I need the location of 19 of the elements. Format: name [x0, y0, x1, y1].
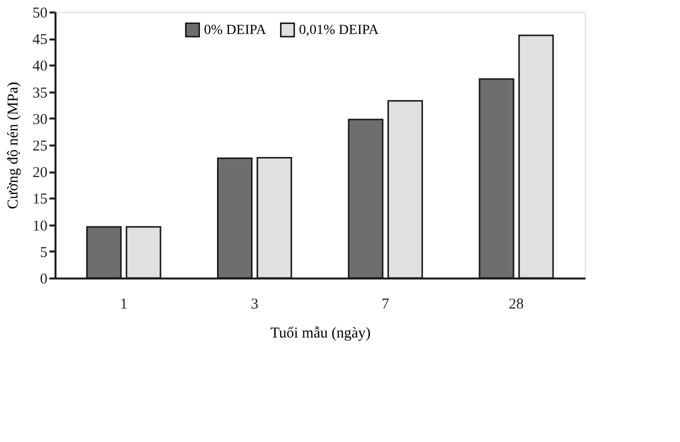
x-axis-title: Tuổi mẫu (ngày) [270, 326, 371, 342]
y-tick-label: 40 [32, 58, 48, 75]
y-axis-title: Cường độ nén (MPa) [6, 82, 22, 210]
y-tick-label: 45 [32, 32, 48, 48]
y-tick-label: 20 [32, 165, 48, 182]
legend-label: 0% DEIPA [204, 22, 267, 38]
legend-label: 0,01% DEIPA [299, 22, 380, 38]
y-tick-label: 10 [32, 218, 48, 234]
x-tick-label: 7 [382, 296, 390, 312]
x-tick-label: 28 [508, 296, 524, 312]
y-tick-label: 35 [32, 85, 48, 102]
x-tick-label: 3 [250, 296, 258, 312]
y-tick-label: 15 [32, 192, 48, 208]
y-tick-label: 50 [32, 6, 48, 22]
y-tick-label: 5 [40, 244, 48, 261]
y-tick-label: 0 [40, 272, 48, 288]
x-tick-label: 1 [120, 296, 128, 312]
y-tick-label: 25 [32, 138, 48, 154]
y-tick-label: 30 [32, 112, 48, 128]
